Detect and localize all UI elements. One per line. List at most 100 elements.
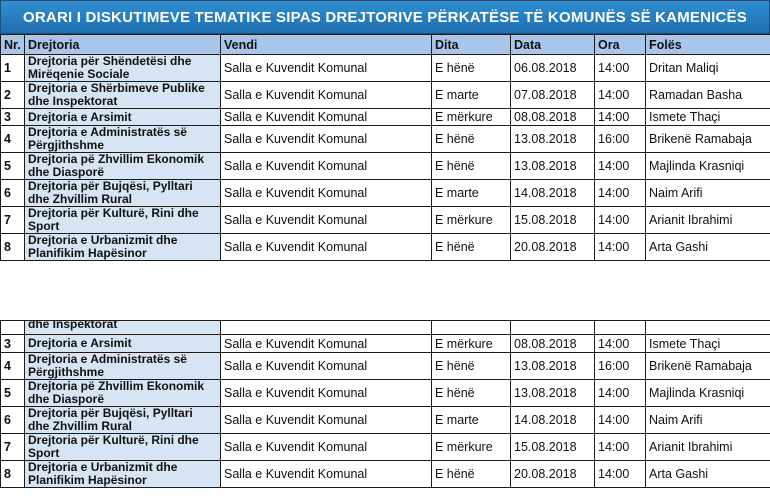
- col-header-dept: Drejtoria: [24, 34, 221, 55]
- row-data: 20.08.2018: [510, 233, 595, 261]
- row-foles: Naim Arifi: [645, 179, 770, 207]
- row-ora: 14:00: [594, 54, 646, 82]
- row-dept: Drejtoria për Bujqësi, Pylltari dhe Zhvi…: [24, 406, 221, 434]
- row-vendi: Salla e Kuvendit Komunal: [220, 379, 432, 407]
- row-ora: 14:00: [594, 379, 646, 407]
- row-foles: Ismete Thaçi: [645, 334, 770, 353]
- row-dita: E hënë: [431, 379, 511, 407]
- row-nr: 2: [0, 81, 25, 109]
- row-ora: 14:00: [594, 233, 646, 261]
- table-row: 7 Drejtoria për Kulturë, Rini dhe Sport …: [0, 433, 770, 461]
- row-vendi: Salla e Kuvendit Komunal: [220, 334, 432, 353]
- page-gap: [0, 297, 770, 320]
- col-header-data: Data: [510, 34, 595, 55]
- row-dita: E marte: [431, 81, 511, 109]
- row-data: 07.08.2018: [510, 81, 595, 109]
- row-nr: 3: [0, 334, 25, 353]
- row-data: 14.08.2018: [510, 406, 595, 434]
- col-header-vendi: Vendi: [220, 34, 432, 55]
- row-dita: E marte: [431, 406, 511, 434]
- row-nr: 7: [0, 206, 25, 234]
- row-dept: Drejtoria pë Zhvillim Ekonomik dhe Diasp…: [24, 152, 221, 180]
- col-header-ora: Ora: [594, 34, 646, 55]
- schedule-sheet-top: ORARI I DISKUTIMEVE TEMATIKE SIPAS DREJT…: [0, 0, 770, 261]
- row-dita: E mërkure: [431, 108, 511, 126]
- row-vendi: Salla e Kuvendit Komunal: [220, 81, 432, 109]
- col-header-nr: Nr.: [0, 34, 25, 55]
- row-nr: 6: [0, 406, 25, 434]
- row-dept: Drejtoria për Kulturë, Rini dhe Sport: [24, 433, 221, 461]
- table-row-partial: dhe Inspektorat: [0, 320, 770, 335]
- row-ora: 14:00: [594, 179, 646, 207]
- table-header-row: Nr. Drejtoria Vendi Dita Data Ora Folës: [0, 34, 770, 55]
- table-row: 2 Drejtoria e Shërbimeve Publike dhe Ins…: [0, 81, 770, 109]
- row-foles: Brikenë Ramabaja: [645, 352, 770, 380]
- row-data: 20.08.2018: [510, 460, 595, 488]
- table-row: 6 Drejtoria për Bujqësi, Pylltari dhe Zh…: [0, 406, 770, 434]
- row-dita: E hënë: [431, 233, 511, 261]
- row-vendi: Salla e Kuvendit Komunal: [220, 125, 432, 153]
- row-nr: 1: [0, 54, 25, 82]
- row-dept: Drejtoria e Shërbimeve Publike dhe Inspe…: [24, 81, 221, 109]
- row-dita: E mërkure: [431, 206, 511, 234]
- row-dept: Drejtoria e Urbanizmit dhe Planifikim Ha…: [24, 460, 221, 488]
- row-foles: Dritan Maliqi: [645, 54, 770, 82]
- row-data: 15.08.2018: [510, 433, 595, 461]
- row-vendi: Salla e Kuvendit Komunal: [220, 433, 432, 461]
- row-ora: 14:00: [594, 433, 646, 461]
- row-dept: Drejtoria e Administratës së Përgjithshm…: [24, 352, 221, 380]
- row-nr: 4: [0, 352, 25, 380]
- row-foles: Majlinda Krasniqi: [645, 379, 770, 407]
- row-dita: E mërkure: [431, 433, 511, 461]
- row-data: 15.08.2018: [510, 206, 595, 234]
- row-ora: 14:00: [594, 206, 646, 234]
- row-foles: Arta Gashi: [645, 233, 770, 261]
- row-foles: Ismete Thaçi: [645, 108, 770, 126]
- row-vendi: Salla e Kuvendit Komunal: [220, 406, 432, 434]
- row-ora: 14:00: [594, 152, 646, 180]
- row-dept: Drejtoria pë Zhvillim Ekonomik dhe Diasp…: [24, 379, 221, 407]
- table-row: 4 Drejtoria e Administratës së Përgjiths…: [0, 125, 770, 153]
- row-foles: Arianit Ibrahimi: [645, 206, 770, 234]
- row-data: 13.08.2018: [510, 125, 595, 153]
- row-vendi: Salla e Kuvendit Komunal: [220, 54, 432, 82]
- row-data: 13.08.2018: [510, 152, 595, 180]
- row-ora: 16:00: [594, 125, 646, 153]
- row-foles: Arta Gashi: [645, 460, 770, 488]
- row-ora: 14:00: [594, 406, 646, 434]
- partial-dept-text: dhe Inspektorat: [28, 320, 118, 331]
- schedule-title: ORARI I DISKUTIMEVE TEMATIKE SIPAS DREJT…: [0, 0, 770, 34]
- table-row: 5 Drejtoria pë Zhvillim Ekonomik dhe Dia…: [0, 379, 770, 407]
- schedule-table-continued: dhe Inspektorat 3 Drejtoria e Arsimit Sa…: [0, 320, 770, 488]
- row-dita: E hënë: [431, 352, 511, 380]
- row-nr: 6: [0, 179, 25, 207]
- table-row: 7 Drejtoria për Kulturë, Rini dhe Sport …: [0, 206, 770, 234]
- table-row: 3 Drejtoria e Arsimit Salla e Kuvendit K…: [0, 334, 770, 353]
- row-nr: 5: [0, 379, 25, 407]
- row-nr: 3: [0, 108, 25, 126]
- row-dept: Drejtoria e Arsimit: [24, 334, 221, 353]
- table-row: 8 Drejtoria e Urbanizmit dhe Planifikim …: [0, 233, 770, 261]
- row-dept: Drejtoria për Shëndetësi dhe Mirëqenie S…: [24, 54, 221, 82]
- row-dept: Drejtoria për Kulturë, Rini dhe Sport: [24, 206, 221, 234]
- row-dita: E hënë: [431, 125, 511, 153]
- row-dita: E hënë: [431, 54, 511, 82]
- row-vendi: Salla e Kuvendit Komunal: [220, 108, 432, 126]
- table-row: 6 Drejtoria për Bujqësi, Pylltari dhe Zh…: [0, 179, 770, 207]
- row-vendi: Salla e Kuvendit Komunal: [220, 352, 432, 380]
- row-vendi: Salla e Kuvendit Komunal: [220, 206, 432, 234]
- row-vendi: Salla e Kuvendit Komunal: [220, 233, 432, 261]
- schedule-table: Nr. Drejtoria Vendi Dita Data Ora Folës …: [0, 34, 770, 261]
- row-vendi: Salla e Kuvendit Komunal: [220, 152, 432, 180]
- row-dept: Drejtoria për Bujqësi, Pylltari dhe Zhvi…: [24, 179, 221, 207]
- row-foles: Ramadan Basha: [645, 81, 770, 109]
- table-row: 5 Drejtoria pë Zhvillim Ekonomik dhe Dia…: [0, 152, 770, 180]
- row-dept: Drejtoria e Arsimit: [24, 108, 221, 126]
- row-dita: E hënë: [431, 460, 511, 488]
- row-nr: 7: [0, 433, 25, 461]
- row-dita: E hënë: [431, 152, 511, 180]
- row-dita: E marte: [431, 179, 511, 207]
- row-dept: Drejtoria e Administratës së Përgjithshm…: [24, 125, 221, 153]
- col-header-foles: Folës: [645, 34, 770, 55]
- row-nr: 8: [0, 460, 25, 488]
